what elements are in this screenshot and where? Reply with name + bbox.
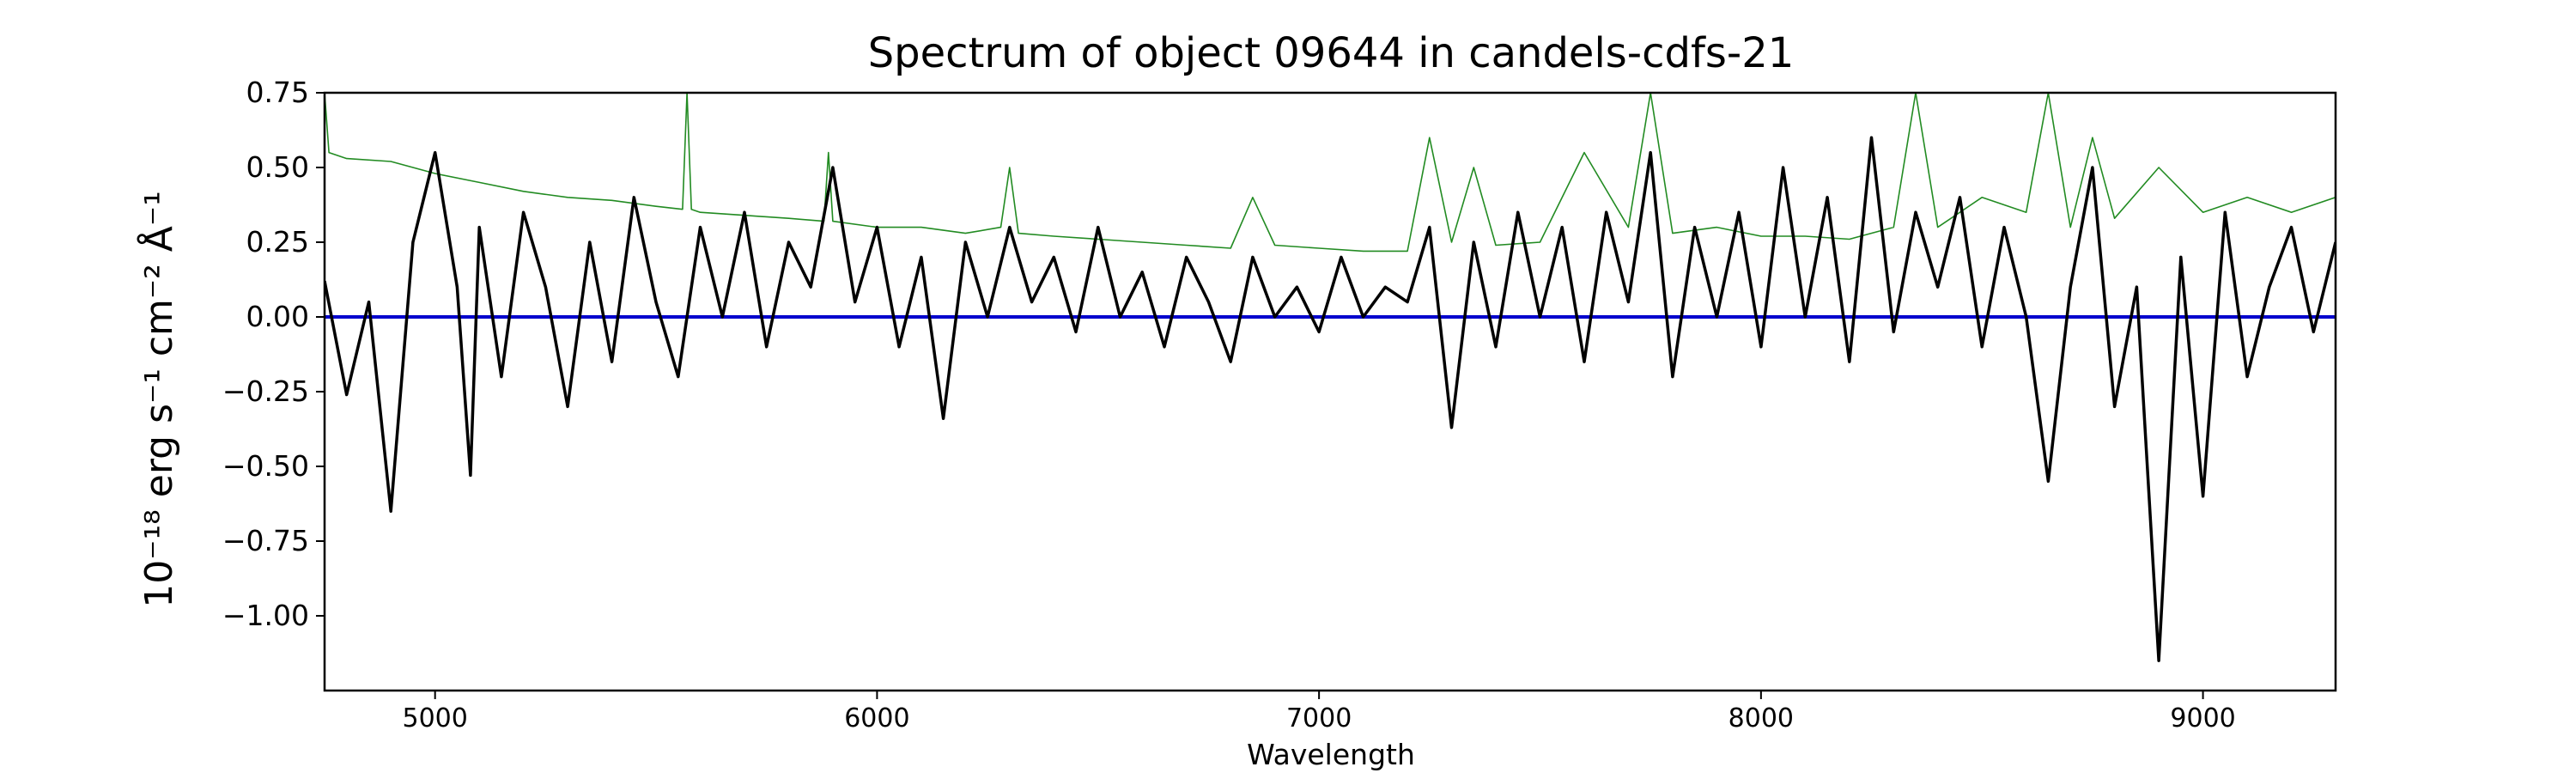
x-tick-label: 9000 <box>2170 703 2235 733</box>
y-tick-label: −0.50 <box>222 449 309 483</box>
x-tick-label: 8000 <box>1728 703 1794 733</box>
chart-title: Spectrum of object 09644 in candels-cdfs… <box>868 29 1795 77</box>
y-axis-label: 10⁻¹⁸ erg s⁻¹ cm⁻² Å⁻¹ <box>136 191 181 607</box>
y-tick-label: 0.00 <box>246 300 309 333</box>
y-tick-label: −0.75 <box>222 524 309 557</box>
y-tick-label: −1.00 <box>222 599 309 632</box>
series-line-flux <box>325 136 2336 662</box>
y-tick-label: 0.75 <box>246 76 309 109</box>
x-tick-label: 5000 <box>403 703 468 733</box>
plot-area <box>325 93 2336 662</box>
x-tick-label: 6000 <box>844 703 909 733</box>
y-tick-label: 0.25 <box>246 225 309 259</box>
y-tick-label: 0.50 <box>246 150 309 184</box>
x-axis-label: Wavelength <box>1247 738 1415 771</box>
axes: 5000 6000 7000 8000 9000 −1.00 −0.75 −0.50 −0.25… <box>222 76 2337 733</box>
x-tick-label: 7000 <box>1286 703 1352 733</box>
series-line-error <box>325 93 2336 253</box>
y-tick-label: −0.25 <box>222 374 309 408</box>
